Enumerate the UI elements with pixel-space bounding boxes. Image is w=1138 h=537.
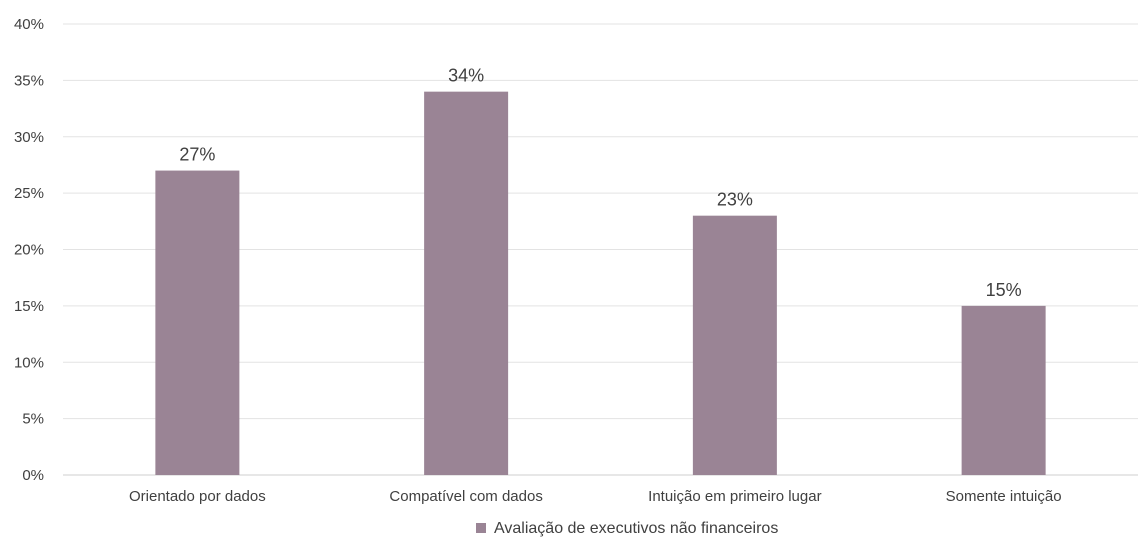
y-tick-label: 0%	[22, 467, 44, 484]
x-category-label: Somente intuição	[946, 488, 1062, 505]
x-category-label: Compatível com dados	[389, 488, 542, 505]
gridlines	[63, 23, 1138, 476]
x-axis-categories: Orientado por dados Compatível com dados I…	[129, 488, 1062, 505]
bars	[155, 91, 1046, 476]
x-category-label: Orientado por dados	[129, 488, 266, 505]
legend: Avaliação de executivos não financeiros	[476, 520, 778, 537]
y-tick-label: 35%	[14, 72, 44, 89]
bar	[961, 305, 1046, 475]
data-label: 34%	[448, 66, 484, 86]
legend-label: Avaliação de executivos não financeiros	[494, 520, 778, 537]
data-label: 23%	[717, 190, 753, 210]
y-axis-ticks: 0% 5% 10% 15% 20% 25% 30% 35% 40%	[14, 16, 44, 484]
data-labels: 27% 34% 23% 15%	[179, 66, 1021, 300]
y-tick-label: 5%	[22, 411, 44, 428]
bar	[692, 215, 777, 476]
bar	[424, 91, 509, 476]
x-category-label: Intuição em primeiro lugar	[648, 488, 821, 505]
y-tick-label: 20%	[14, 242, 44, 259]
legend-swatch	[476, 523, 486, 533]
data-label: 27%	[179, 145, 215, 165]
bar	[155, 170, 240, 475]
y-tick-label: 10%	[14, 354, 44, 371]
y-tick-label: 15%	[14, 298, 44, 315]
y-tick-label: 30%	[14, 129, 44, 146]
y-tick-label: 25%	[14, 185, 44, 202]
data-label: 15%	[986, 280, 1022, 300]
y-tick-label: 40%	[14, 16, 44, 33]
